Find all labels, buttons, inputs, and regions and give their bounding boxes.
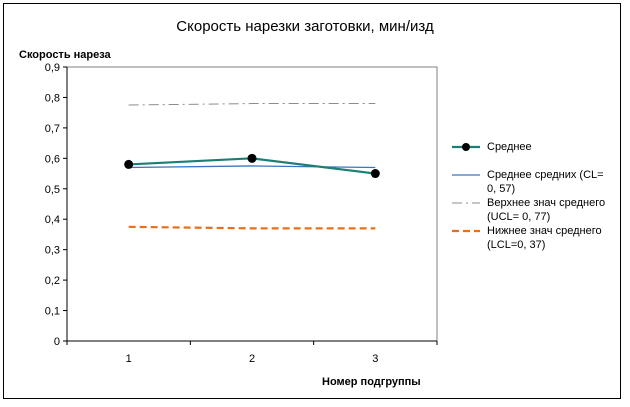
x-tick-label: 2 xyxy=(249,353,255,365)
y-tick-label: 0,1 xyxy=(45,306,60,318)
data-point xyxy=(247,153,257,163)
legend-label: Верхнее знач среднего (UCL= 0, 77) xyxy=(487,197,606,223)
series-line xyxy=(128,165,376,169)
plot-area xyxy=(66,66,438,342)
y-axis-label: Скорость нареза xyxy=(19,49,111,61)
legend-label: Среднее средних (CL= 0, 57) xyxy=(487,169,604,195)
y-tick-label: 0,5 xyxy=(45,184,60,196)
chart-frame xyxy=(3,3,621,399)
series-line xyxy=(128,225,376,230)
legend-marker xyxy=(462,143,470,151)
y-tick-label: 0,4 xyxy=(45,214,60,226)
y-tick-label: 0,3 xyxy=(45,245,60,257)
y-tick-label: 0,8 xyxy=(45,92,60,104)
legend-label: Нижнее знач среднего (LCL=0, 37) xyxy=(487,225,602,251)
x-axis-label: Номер подгруппы xyxy=(322,376,421,388)
data-point xyxy=(124,159,134,169)
series-line xyxy=(128,103,376,106)
y-tick-label: 0,2 xyxy=(45,275,60,287)
y-tick-label: 0,7 xyxy=(45,123,60,135)
y-tick-label: 0,6 xyxy=(45,153,60,165)
legend-label: Среднее xyxy=(487,141,532,153)
chart-title: Скорость нарезки заготовки, мин/изд xyxy=(176,18,434,35)
x-tick-label: 3 xyxy=(372,353,378,365)
x-tick-label: 1 xyxy=(126,353,132,365)
y-tick-label: 0 xyxy=(54,336,60,348)
data-point xyxy=(370,169,380,179)
y-tick-label: 0,9 xyxy=(45,62,60,74)
